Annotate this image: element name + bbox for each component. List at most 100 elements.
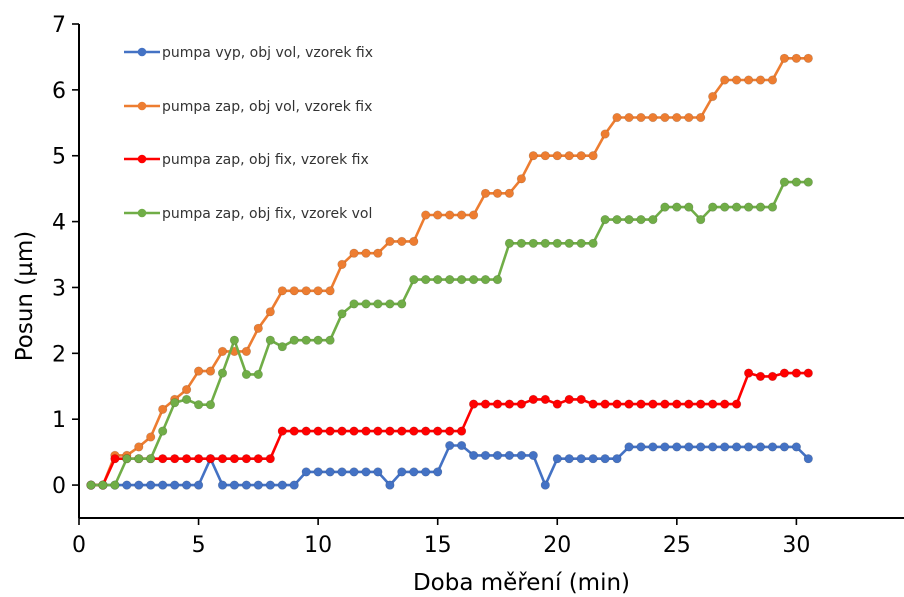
y-tick-label: 3 bbox=[52, 276, 66, 301]
data-point bbox=[743, 368, 754, 378]
data-point bbox=[636, 215, 646, 225]
data-point bbox=[134, 480, 144, 490]
data-point bbox=[98, 480, 108, 490]
data-point bbox=[301, 286, 311, 296]
legend-label: pumpa zap, obj fix, vzorek vol bbox=[162, 206, 372, 222]
data-point bbox=[301, 426, 311, 436]
data-point bbox=[803, 177, 813, 187]
data-point bbox=[122, 480, 132, 490]
x-tick-label: 25 bbox=[663, 533, 691, 558]
data-point bbox=[564, 394, 574, 405]
data-point bbox=[576, 394, 586, 405]
data-point bbox=[660, 202, 670, 212]
data-point bbox=[277, 426, 287, 436]
data-point bbox=[600, 454, 610, 464]
data-point bbox=[397, 426, 407, 436]
legend-label: pumpa zap, obj fix, vzorek fix bbox=[162, 152, 369, 168]
data-point bbox=[684, 202, 694, 212]
data-point bbox=[409, 467, 419, 477]
data-point bbox=[684, 399, 694, 409]
data-point bbox=[229, 335, 239, 345]
data-point bbox=[110, 454, 120, 464]
series-line bbox=[91, 180, 809, 487]
data-point bbox=[373, 248, 383, 258]
data-point bbox=[409, 426, 419, 436]
x-tick-label: 5 bbox=[192, 533, 206, 558]
data-point bbox=[134, 454, 144, 464]
data-point bbox=[803, 454, 813, 464]
data-point bbox=[337, 259, 347, 270]
data-point bbox=[289, 335, 299, 345]
data-point bbox=[743, 442, 754, 452]
data-point bbox=[146, 454, 156, 464]
data-point bbox=[660, 399, 670, 409]
data-point bbox=[528, 151, 538, 161]
data-point bbox=[791, 442, 802, 452]
data-point bbox=[708, 202, 718, 212]
data-point bbox=[552, 151, 562, 161]
data-point bbox=[767, 202, 778, 212]
data-point bbox=[528, 238, 538, 248]
data-point bbox=[265, 307, 275, 317]
data-point bbox=[767, 442, 778, 452]
data-point bbox=[672, 112, 682, 123]
data-point bbox=[253, 323, 263, 333]
data-point bbox=[516, 174, 527, 184]
data-point bbox=[301, 467, 311, 477]
legend-label: pumpa vyp, obj vol, vzorek fix bbox=[162, 45, 373, 61]
data-point bbox=[397, 299, 407, 309]
data-point bbox=[110, 480, 120, 490]
data-point bbox=[217, 454, 228, 464]
data-point bbox=[576, 151, 586, 161]
data-point bbox=[672, 399, 682, 409]
data-point bbox=[492, 450, 503, 461]
data-point bbox=[337, 309, 347, 319]
data-point bbox=[194, 400, 204, 410]
data-point bbox=[624, 215, 634, 225]
data-point bbox=[480, 275, 491, 285]
data-point bbox=[361, 426, 371, 436]
data-point bbox=[528, 394, 538, 405]
data-point bbox=[480, 399, 491, 409]
data-point bbox=[492, 399, 503, 409]
data-point bbox=[409, 275, 419, 285]
data-point bbox=[397, 236, 407, 246]
legend-label: pumpa zap, obj vol, vzorek fix bbox=[162, 99, 372, 115]
data-point bbox=[492, 275, 503, 285]
data-point bbox=[158, 404, 168, 414]
data-point bbox=[636, 442, 646, 452]
data-point bbox=[170, 454, 180, 464]
data-point bbox=[445, 440, 455, 451]
y-tick-label: 7 bbox=[52, 13, 66, 38]
data-point bbox=[720, 75, 730, 85]
data-point bbox=[779, 177, 790, 187]
data-point bbox=[385, 299, 395, 309]
data-point bbox=[755, 371, 766, 382]
data-point bbox=[170, 480, 180, 490]
data-point bbox=[205, 366, 216, 376]
x-tick-label: 10 bbox=[304, 533, 332, 558]
data-point bbox=[146, 480, 156, 490]
data-point bbox=[301, 335, 311, 345]
data-point bbox=[241, 346, 251, 357]
data-point bbox=[540, 480, 550, 490]
data-point bbox=[588, 238, 598, 248]
legend-entry: pumpa zap, obj fix, vzorek vol bbox=[124, 206, 372, 222]
data-point bbox=[445, 210, 455, 220]
data-point bbox=[648, 442, 658, 452]
data-point bbox=[480, 188, 491, 198]
data-point bbox=[445, 426, 455, 436]
data-point bbox=[457, 210, 467, 220]
x-tick-label: 0 bbox=[72, 533, 86, 558]
data-point bbox=[385, 236, 395, 246]
data-point bbox=[504, 238, 515, 248]
y-tick-label: 5 bbox=[52, 145, 66, 170]
data-point bbox=[469, 399, 479, 409]
y-tick-label: 0 bbox=[52, 474, 66, 499]
data-point bbox=[540, 238, 550, 248]
data-point bbox=[624, 442, 634, 452]
x-ticks: 0 5 10 15 20 25 30 bbox=[72, 518, 810, 558]
series-layer bbox=[86, 53, 813, 490]
axes: 0 5 10 15 20 25 30 0 1 2 3 4 5 6 7 bbox=[52, 13, 904, 558]
data-point bbox=[612, 454, 622, 464]
